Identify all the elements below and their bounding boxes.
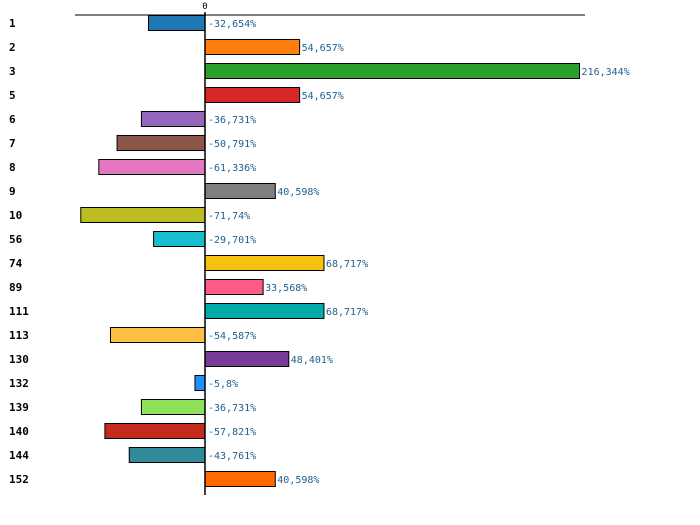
- value-label: -36,731%: [208, 115, 256, 126]
- chart-axes: 0: [75, 2, 585, 16]
- bar-10: [80, 207, 206, 223]
- category-label: 140: [9, 425, 29, 438]
- x-tick-label: 0: [202, 2, 207, 12]
- bar-6: [140, 111, 206, 127]
- category-label: 6: [9, 113, 16, 126]
- category-label: 89: [9, 281, 22, 294]
- bar-130: [204, 351, 290, 367]
- bar-5: [204, 87, 301, 103]
- value-label: 216,344%: [582, 67, 630, 78]
- category-label: 5: [9, 89, 16, 102]
- category-label: 7: [9, 137, 16, 150]
- value-label: 40,598%: [277, 187, 319, 198]
- category-label: 111: [9, 305, 29, 318]
- category-label: 56: [9, 233, 23, 246]
- category-label: 2: [9, 41, 16, 54]
- category-label: 1: [9, 17, 16, 30]
- bar-111: [204, 303, 325, 319]
- value-label: -32,654%: [208, 19, 256, 30]
- bar-152: [204, 471, 276, 487]
- bar-144: [128, 447, 206, 463]
- category-label: 8: [9, 161, 16, 174]
- category-label: 9: [9, 185, 16, 198]
- value-label: 33,568%: [265, 283, 307, 294]
- category-label: 3: [9, 65, 16, 78]
- bar-9: [204, 183, 276, 199]
- value-label: -71,74%: [208, 211, 250, 222]
- category-label: 152: [9, 473, 29, 486]
- bar-group: [80, 15, 581, 487]
- value-label: -54,587%: [208, 331, 256, 342]
- category-label: 74: [9, 257, 23, 270]
- label-group: 1 -32,654% 2 54,657% 3 216,344% 5 54,657% 6 -36,7…: [9, 17, 630, 486]
- category-label: 10: [9, 209, 22, 222]
- value-label: -61,336%: [208, 163, 256, 174]
- value-label: -57,821%: [208, 427, 256, 438]
- value-label: 68,717%: [326, 307, 368, 318]
- category-label: 144: [9, 449, 29, 462]
- value-label: -50,791%: [208, 139, 256, 150]
- value-label: -29,701%: [208, 235, 256, 246]
- bar-8: [98, 159, 206, 175]
- bar-140: [104, 423, 206, 439]
- bar-56: [153, 231, 206, 247]
- value-label: 54,657%: [302, 43, 344, 54]
- value-label: 54,657%: [302, 91, 344, 102]
- bar-3: [204, 63, 581, 79]
- category-label: 132: [9, 377, 29, 390]
- bar-2: [204, 39, 301, 55]
- bar-7: [116, 135, 206, 151]
- bar-113: [109, 327, 206, 343]
- value-label: 40,598%: [277, 475, 319, 486]
- bar-74: [204, 255, 325, 271]
- bar-139: [140, 399, 206, 415]
- value-label: -5,8%: [208, 379, 238, 390]
- value-label: -43,761%: [208, 451, 256, 462]
- value-label: 68,717%: [326, 259, 368, 270]
- bar-1: [147, 15, 206, 31]
- category-label: 139: [9, 401, 29, 414]
- value-label: 48,401%: [291, 355, 333, 366]
- value-label: -36,731%: [208, 403, 256, 414]
- bar-132: [194, 375, 206, 391]
- category-label: 113: [9, 329, 29, 342]
- bar-89: [204, 279, 264, 295]
- category-label: 130: [9, 353, 29, 366]
